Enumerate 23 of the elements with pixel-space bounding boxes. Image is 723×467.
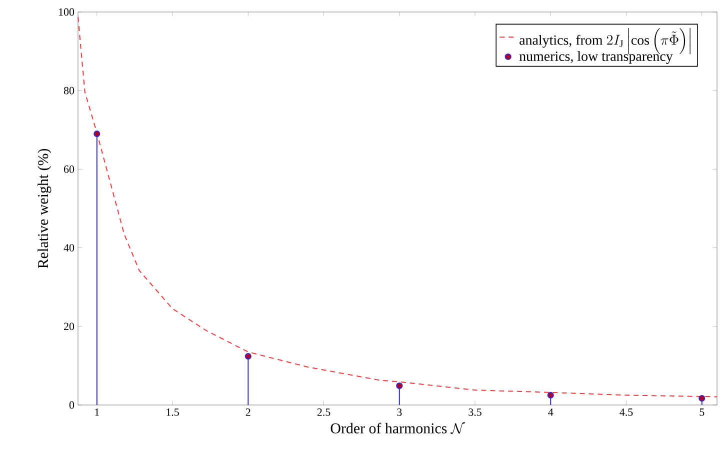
point bbox=[94, 130, 100, 138]
y-tick-label: 20 bbox=[64, 322, 74, 330]
x-tick-label: 1.5 bbox=[166, 408, 179, 416]
y-tick-label: 60 bbox=[64, 166, 74, 173]
x-tick-label: 3 bbox=[397, 408, 402, 416]
x-tick-label: 4 bbox=[548, 408, 554, 416]
x-tick-label: 1 bbox=[95, 408, 99, 416]
y-tick-label: 0 bbox=[69, 401, 74, 409]
y-tick-label: 80 bbox=[64, 86, 74, 94]
x-tick-label: 2.5 bbox=[317, 408, 330, 416]
y-tick-label: 40 bbox=[64, 244, 74, 252]
y-tick-label: 100 bbox=[59, 8, 74, 16]
line-series bbox=[78, 16, 718, 398]
x-tick-label: 3.5 bbox=[468, 408, 482, 416]
y-axis-title: Relative weight (%) bbox=[38, 148, 52, 268]
point bbox=[396, 382, 403, 390]
point bbox=[698, 395, 706, 402]
x-tick-label: 5 bbox=[700, 408, 704, 416]
point bbox=[244, 352, 252, 360]
x-tick-label: 2 bbox=[246, 408, 250, 416]
x-axis-title: $\text{Order of harmonics }\mathcal{N}$ bbox=[330, 422, 465, 434]
point bbox=[547, 392, 554, 398]
x-tick-label: 4.5 bbox=[620, 408, 633, 416]
